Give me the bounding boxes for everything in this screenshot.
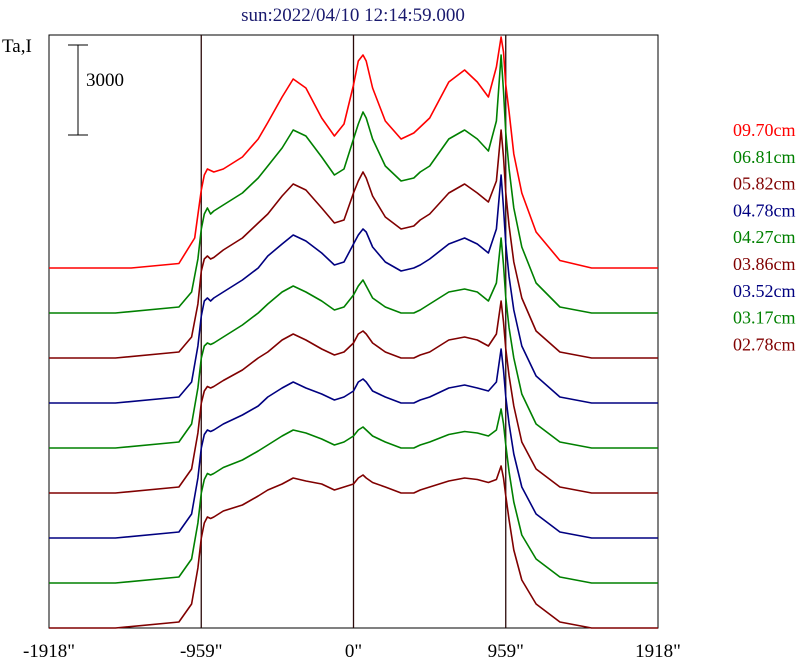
legend-entry-0: 09.70cm xyxy=(733,120,796,140)
series-line-6 xyxy=(49,348,658,539)
series-line-1 xyxy=(49,54,658,314)
legend-entry-7: 03.17cm xyxy=(733,308,796,328)
x-tick-label-4: 1918" xyxy=(635,641,681,662)
series-line-2 xyxy=(49,129,658,359)
legend: 09.70cm 06.81cm 05.82cm 04.78cm 04.27cm 03.86… xyxy=(733,120,796,354)
vertical-reference-lines xyxy=(200,35,507,628)
series-line-0 xyxy=(49,36,658,269)
series-line-3 xyxy=(49,174,658,404)
x-tick-label-3: 959" xyxy=(488,641,524,662)
x-tick-label-2: 0" xyxy=(345,641,362,662)
x-tick-label-0: -1918" xyxy=(23,641,75,662)
legend-entry-4: 04.27cm xyxy=(733,227,796,247)
series-line-4 xyxy=(49,237,658,449)
scale-bar-label: 3000 xyxy=(86,70,124,91)
x-axis-tick-labels: -1918" -959" 0" 959" 1918" xyxy=(23,641,681,662)
scale-bar: 3000 xyxy=(68,44,124,136)
legend-entry-2: 05.82cm xyxy=(733,174,796,194)
y-axis-label: Ta,I xyxy=(2,36,32,57)
x-tick-label-1: -959" xyxy=(180,641,223,662)
series-group xyxy=(49,36,658,629)
legend-entry-6: 03.52cm xyxy=(733,281,796,301)
legend-entry-3: 04.78cm xyxy=(733,200,796,220)
series-line-8 xyxy=(49,465,658,629)
series-line-7 xyxy=(49,408,658,584)
legend-entry-5: 03.86cm xyxy=(733,254,796,274)
chart-title: sun:2022/04/10 12:14:59.000 xyxy=(241,5,465,26)
legend-entry-8: 02.78cm xyxy=(733,334,796,354)
series-line-5 xyxy=(49,300,658,494)
legend-entry-1: 06.81cm xyxy=(733,147,796,167)
